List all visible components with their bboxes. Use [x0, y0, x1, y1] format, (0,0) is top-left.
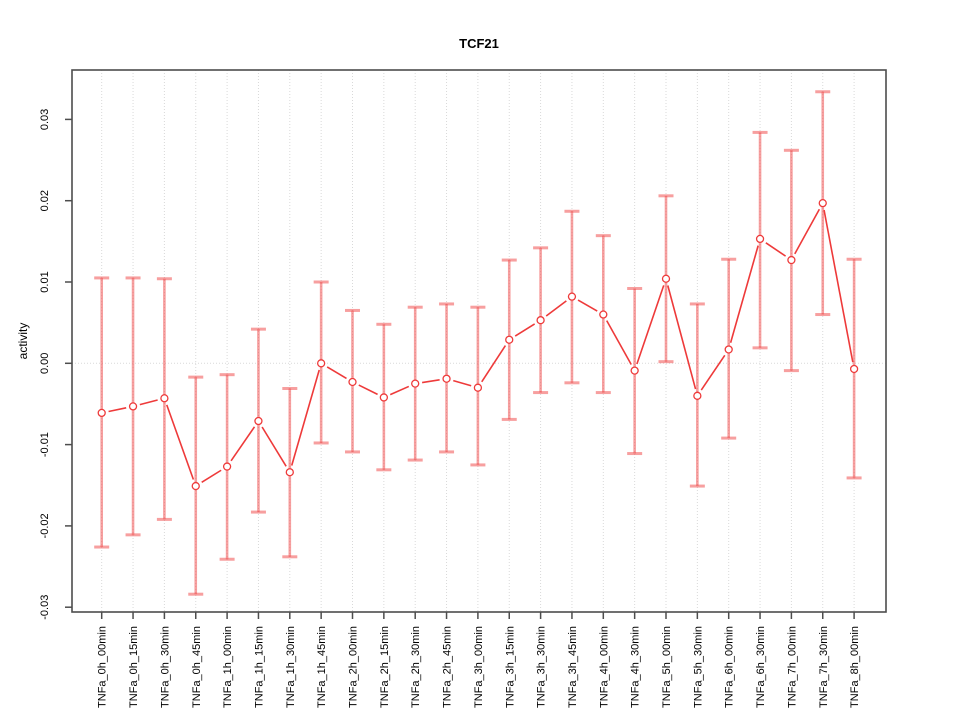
series-segment [290, 369, 320, 466]
series-segment [261, 426, 287, 467]
x-tick-label: TNFa_4h_00min [598, 626, 610, 708]
x-tick-label: TNFa_2h_15min [379, 626, 391, 708]
y-tick-label: 0.01 [39, 271, 51, 292]
y-tick-label: 0.00 [39, 353, 51, 374]
series-segment [326, 366, 347, 380]
x-tick-label: TNFa_0h_00min [97, 626, 109, 708]
series-segment [794, 208, 821, 255]
data-point-marker [849, 364, 859, 374]
plot-area: 0.03 0.02 0.01 0.00 -0.01 -0.02 -0.03 TNFa_0h_0… [39, 69, 887, 708]
x-tick-label: TNFa_0h_15min [128, 626, 140, 708]
data-point-marker [567, 292, 577, 301]
data-point-marker [787, 255, 796, 265]
series-segment [389, 385, 410, 396]
y-tick-label: -0.03 [39, 595, 51, 620]
data-point-marker [630, 366, 639, 375]
x-tick-label: TNFa_3h_45min [567, 626, 579, 708]
data-point-marker [222, 462, 232, 471]
data-point-marker [285, 468, 294, 477]
series-segment [545, 300, 567, 317]
series-segment [700, 354, 726, 391]
data-point-marker [442, 374, 451, 383]
y-axis-label: activity [16, 323, 30, 360]
data-point-marker [160, 394, 169, 403]
y-tick-label: 0.03 [39, 109, 51, 130]
y-tick-label: -0.02 [39, 513, 51, 538]
x-tick-label: TNFa_1h_45min [316, 626, 328, 708]
series-segment [108, 407, 127, 413]
data-point-marker [348, 377, 357, 387]
series-segment [201, 469, 222, 484]
series-segment [230, 426, 256, 462]
series-segment [667, 285, 697, 390]
series-segment [453, 379, 472, 387]
data-point-marker [128, 402, 138, 411]
data-point-marker [254, 416, 263, 426]
series-segment [514, 323, 536, 337]
data-point-marker [97, 408, 106, 418]
data-point-marker [505, 335, 514, 344]
chart-title: TCF21 [459, 36, 499, 51]
data-point-marker [599, 310, 608, 319]
x-tick-label: TNFa_8h_00min [849, 626, 861, 708]
series-segment [729, 245, 759, 343]
data-point-marker [755, 234, 765, 244]
series-segment [139, 399, 158, 406]
x-tick-label: TNFa_0h_30min [159, 626, 171, 708]
series-segment [421, 379, 440, 384]
series-segment [636, 285, 665, 365]
x-tick-label: TNFa_1h_00min [222, 626, 234, 708]
series-segment [765, 242, 787, 257]
data-point-marker [411, 379, 420, 388]
data-point-marker [818, 198, 827, 208]
x-tick-label: TNFa_5h_30min [692, 626, 704, 708]
series-segment [823, 209, 854, 363]
x-tick-label: TNFa_2h_00min [348, 626, 360, 708]
x-tick-label: TNFa_3h_00min [473, 626, 485, 708]
data-point-marker [661, 274, 671, 283]
plot-border [71, 69, 887, 613]
series-segment [358, 384, 378, 396]
series-segment [577, 299, 598, 312]
series-segment [481, 345, 507, 383]
x-tick-label: TNFa_6h_00min [724, 626, 736, 708]
data-point-marker [693, 391, 702, 400]
data-point-marker [724, 345, 733, 354]
series-segment [606, 320, 632, 365]
x-tick-label: TNFa_3h_15min [504, 626, 516, 708]
x-tick-label: TNFa_1h_30min [285, 626, 297, 708]
x-tick-label: TNFa_2h_30min [410, 626, 422, 708]
y-tick-label: -0.01 [39, 432, 51, 457]
y-tick-label: 0.02 [39, 190, 51, 211]
data-point-marker [473, 383, 483, 392]
x-tick-label: TNFa_6h_30min [755, 626, 767, 708]
x-tick-label: TNFa_7h_00min [786, 626, 798, 708]
data-point-marker [316, 359, 326, 368]
x-tick-label: TNFa_0h_45min [191, 626, 203, 708]
data-point-marker [379, 393, 389, 402]
series-segment [166, 404, 195, 480]
x-tick-label: TNFa_2h_45min [442, 626, 454, 708]
data-point-marker [536, 316, 545, 325]
x-tick-label: TNFa_1h_15min [253, 626, 265, 708]
x-tick-label: TNFa_3h_30min [536, 626, 548, 708]
x-tick-label: TNFa_4h_30min [630, 626, 642, 708]
x-tick-label: TNFa_7h_30min [818, 626, 830, 708]
data-point-marker [191, 481, 200, 491]
x-tick-label: TNFa_5h_00min [661, 626, 673, 708]
